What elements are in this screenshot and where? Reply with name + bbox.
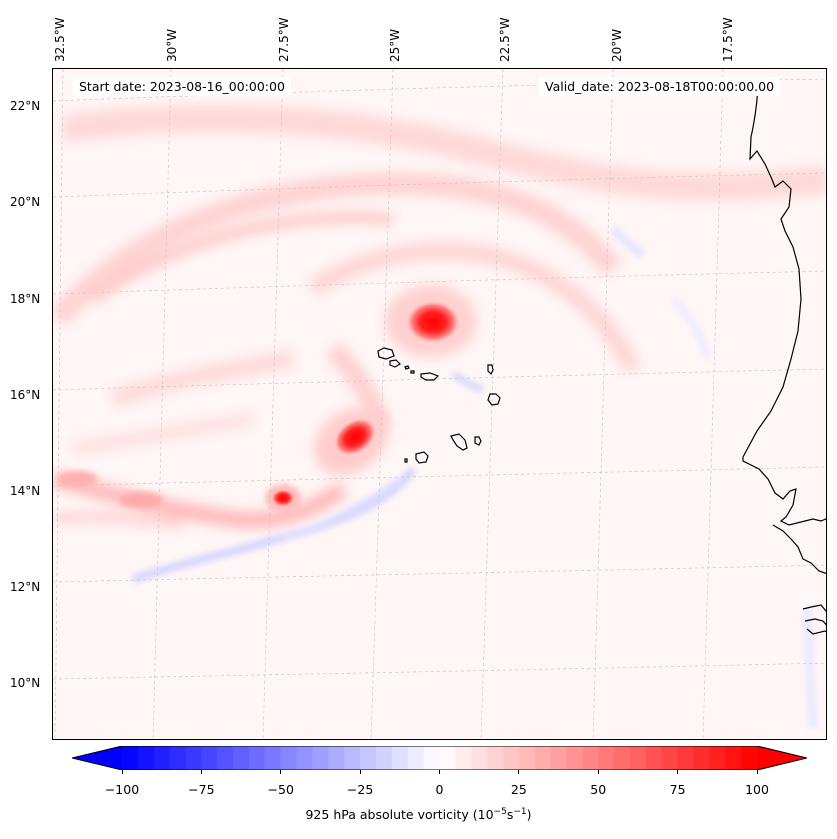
vorticity-maxima bbox=[58, 285, 477, 512]
colorbar-level bbox=[582, 746, 599, 770]
colorbar-level bbox=[137, 746, 155, 770]
lat-label-16N: 16°N bbox=[10, 388, 41, 402]
colorbar-level bbox=[360, 746, 377, 770]
colorbar-level bbox=[439, 746, 456, 770]
colorbar-tick-mark bbox=[280, 770, 282, 774]
colorbar-tick-label: −50 bbox=[267, 782, 294, 797]
colorbar-level bbox=[423, 746, 441, 770]
colorbar-level bbox=[233, 746, 250, 770]
colorbar-tick-label: −25 bbox=[346, 782, 374, 797]
colorbar-tick-label: 50 bbox=[590, 782, 607, 797]
colorbar-tick-mark bbox=[518, 770, 520, 774]
background-field bbox=[53, 69, 826, 739]
colorbar-tick-mark bbox=[200, 770, 202, 774]
lon-label-30W: 30°W bbox=[165, 28, 179, 62]
colorbar-tick-mark bbox=[597, 770, 599, 774]
colorbar-level bbox=[407, 746, 425, 770]
colorbar-level bbox=[661, 746, 679, 770]
colorbar-level bbox=[614, 746, 631, 770]
colorbar-level bbox=[741, 746, 758, 770]
graticule bbox=[53, 69, 826, 739]
colorbar-extend-min bbox=[72, 746, 122, 770]
colorbar-level bbox=[264, 746, 282, 770]
colorbar-level bbox=[169, 746, 187, 770]
colorbar-level bbox=[185, 746, 202, 770]
colorbar bbox=[71, 745, 808, 771]
colorbar-level bbox=[550, 746, 568, 770]
lat-label-18N: 18°N bbox=[10, 292, 41, 306]
colorbar-level bbox=[296, 746, 314, 770]
colorbar-level bbox=[391, 746, 409, 770]
colorbar-tick-mark bbox=[359, 770, 361, 774]
lat-label-12N: 12°N bbox=[10, 580, 41, 594]
lat-label-20N: 20°N bbox=[10, 195, 41, 209]
colorbar-level bbox=[503, 746, 520, 770]
colorbar-tick-mark bbox=[677, 770, 679, 774]
colorbar-level bbox=[471, 746, 488, 770]
colorbar-level bbox=[725, 746, 742, 770]
colorbar-tick-label: −75 bbox=[188, 782, 215, 797]
lon-label-17.5W: 17.5°W bbox=[721, 17, 735, 62]
colorbar-tick-mark bbox=[756, 770, 758, 774]
colorbar-level bbox=[328, 746, 345, 770]
colorbar-level bbox=[534, 746, 552, 770]
lon-label-32.5W: 32.5°W bbox=[53, 17, 67, 62]
colorbar-level bbox=[693, 746, 710, 770]
colorbar-level bbox=[598, 746, 615, 770]
lat-label-14N: 14°N bbox=[10, 484, 41, 498]
colorbar-tick-label: 100 bbox=[745, 782, 769, 797]
lat-label-10N: 10°N bbox=[10, 676, 41, 690]
start-date-label: Start date: 2023-08-16_00:00:00 bbox=[73, 77, 291, 96]
colorbar-tick-label: 75 bbox=[669, 782, 686, 797]
colorbar-level bbox=[280, 746, 298, 770]
colorbar-level bbox=[566, 746, 583, 770]
colorbar-level bbox=[630, 746, 647, 770]
colorbar-level bbox=[249, 746, 266, 770]
map-panel bbox=[52, 68, 827, 740]
colorbar-level bbox=[153, 746, 171, 770]
colorbar-level bbox=[487, 746, 504, 770]
cape-verde-islands bbox=[377, 347, 501, 464]
colorbar-level bbox=[677, 746, 695, 770]
colorbar-level bbox=[455, 746, 472, 770]
positive-vorticity-bands bbox=[53, 104, 826, 529]
lon-label-25W: 25°W bbox=[388, 28, 402, 62]
colorbar-tick-label: 25 bbox=[510, 782, 527, 797]
colorbar-level bbox=[201, 746, 218, 770]
colorbar-extend-max bbox=[757, 746, 807, 770]
colorbar-level bbox=[217, 746, 234, 770]
negative-vorticity-bands bbox=[131, 225, 818, 730]
colorbar-tick-label: 0 bbox=[435, 782, 444, 797]
africa-coastline bbox=[742, 78, 826, 635]
lon-label-20W: 20°W bbox=[610, 28, 624, 62]
colorbar-level bbox=[344, 746, 361, 770]
colorbar-level bbox=[709, 746, 726, 770]
colorbar-gradient bbox=[71, 745, 808, 771]
vorticity-map bbox=[53, 69, 826, 739]
valid-date-label: Valid_date: 2023-08-18T00:00:00.00 bbox=[539, 77, 781, 96]
colorbar-level bbox=[312, 746, 329, 770]
colorbar-level bbox=[645, 746, 663, 770]
lon-label-27.5W: 27.5°W bbox=[277, 17, 291, 62]
lat-label-22N: 22°N bbox=[10, 99, 41, 113]
colorbar-tick-label: −100 bbox=[104, 782, 140, 797]
lon-label-22.5W: 22.5°W bbox=[498, 17, 512, 62]
colorbar-level bbox=[376, 746, 393, 770]
colorbar-label: 925 hPa absolute vorticity (10−5s−1) bbox=[305, 807, 532, 823]
colorbar-tick-mark bbox=[121, 770, 123, 774]
colorbar-tick-mark bbox=[439, 770, 440, 774]
colorbar-level bbox=[518, 746, 536, 770]
colorbar-level bbox=[122, 746, 139, 770]
